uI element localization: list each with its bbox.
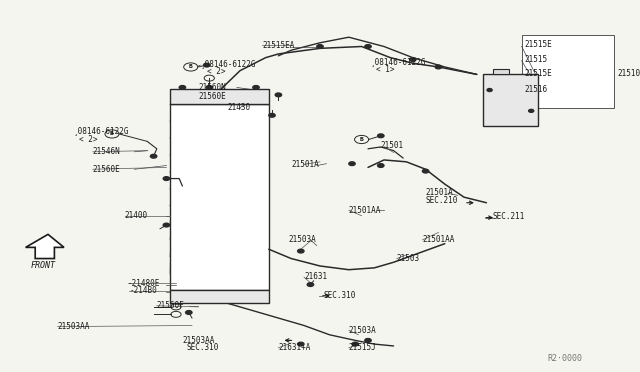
Circle shape bbox=[378, 164, 384, 167]
Text: ¸08146-6122G: ¸08146-6122G bbox=[200, 59, 256, 68]
Bar bbox=[170, 89, 269, 104]
Text: SEC.210: SEC.210 bbox=[426, 196, 458, 205]
Circle shape bbox=[352, 342, 358, 346]
Text: 21515: 21515 bbox=[525, 55, 548, 64]
Text: 21503AA: 21503AA bbox=[182, 336, 215, 345]
Circle shape bbox=[186, 311, 192, 314]
Text: 21515E: 21515E bbox=[525, 68, 552, 77]
Text: ¸08146-6122G: ¸08146-6122G bbox=[371, 57, 426, 66]
Text: 21503: 21503 bbox=[397, 254, 420, 263]
Bar bbox=[170, 290, 269, 303]
Text: 21501A: 21501A bbox=[426, 188, 453, 197]
Text: R2·0000: R2·0000 bbox=[547, 355, 582, 363]
Text: 21515J: 21515J bbox=[349, 343, 376, 352]
Polygon shape bbox=[26, 234, 64, 259]
Text: 21501AA: 21501AA bbox=[422, 235, 455, 244]
Circle shape bbox=[349, 162, 355, 166]
Text: SEC.211: SEC.211 bbox=[493, 212, 525, 221]
Text: 21510: 21510 bbox=[618, 68, 640, 77]
Circle shape bbox=[317, 45, 323, 48]
Text: < 2>: < 2> bbox=[207, 67, 225, 76]
Text: 21501A: 21501A bbox=[291, 160, 319, 169]
Text: 21560N: 21560N bbox=[198, 83, 226, 92]
Circle shape bbox=[365, 339, 371, 342]
Text: -214B0: -214B0 bbox=[129, 286, 157, 295]
Text: 21430: 21430 bbox=[227, 103, 250, 112]
Circle shape bbox=[307, 283, 314, 286]
Circle shape bbox=[422, 169, 429, 173]
Bar bbox=[483, 74, 538, 126]
Text: B: B bbox=[110, 131, 114, 137]
Circle shape bbox=[163, 223, 170, 227]
Circle shape bbox=[487, 89, 492, 92]
Circle shape bbox=[179, 86, 186, 89]
Text: SEC.310: SEC.310 bbox=[323, 291, 356, 300]
Circle shape bbox=[163, 177, 170, 180]
Bar bbox=[522, 35, 614, 108]
Text: B: B bbox=[189, 64, 193, 70]
Text: B: B bbox=[360, 137, 364, 142]
Text: SEC.310: SEC.310 bbox=[186, 343, 219, 352]
Text: FRONT: FRONT bbox=[31, 262, 56, 270]
Text: 21516: 21516 bbox=[525, 84, 548, 93]
Circle shape bbox=[435, 65, 442, 69]
Circle shape bbox=[298, 249, 304, 253]
Circle shape bbox=[253, 86, 259, 89]
Text: 21400: 21400 bbox=[125, 211, 148, 220]
Text: 21515E: 21515E bbox=[525, 39, 552, 48]
Text: < 1>: < 1> bbox=[376, 65, 395, 74]
Circle shape bbox=[378, 134, 384, 138]
Circle shape bbox=[269, 113, 275, 117]
Text: ¸08146-6122G: ¸08146-6122G bbox=[74, 126, 129, 135]
Text: 21560E: 21560E bbox=[93, 165, 120, 174]
Circle shape bbox=[150, 154, 157, 158]
Text: -21480E: -21480E bbox=[128, 279, 161, 288]
Text: 21503A: 21503A bbox=[288, 235, 316, 244]
Text: 21503A: 21503A bbox=[349, 326, 376, 335]
Circle shape bbox=[206, 86, 212, 89]
Bar bbox=[170, 104, 269, 290]
Text: 21501: 21501 bbox=[381, 141, 404, 150]
Circle shape bbox=[275, 93, 282, 97]
Circle shape bbox=[298, 342, 304, 346]
Circle shape bbox=[410, 58, 416, 61]
Circle shape bbox=[529, 109, 534, 112]
Bar bbox=[493, 69, 509, 74]
Circle shape bbox=[204, 63, 210, 67]
Text: 21631: 21631 bbox=[304, 272, 327, 280]
Text: 21560E: 21560E bbox=[198, 92, 226, 101]
Text: 21546N: 21546N bbox=[93, 147, 120, 156]
Text: 21503AA: 21503AA bbox=[58, 322, 90, 331]
Text: 21560F: 21560F bbox=[157, 301, 184, 310]
Text: 21501AA: 21501AA bbox=[349, 206, 381, 215]
Text: < 2>: < 2> bbox=[79, 135, 98, 144]
Text: 21515EA: 21515EA bbox=[262, 41, 295, 49]
Text: 21631+A: 21631+A bbox=[278, 343, 311, 352]
Circle shape bbox=[365, 45, 371, 48]
